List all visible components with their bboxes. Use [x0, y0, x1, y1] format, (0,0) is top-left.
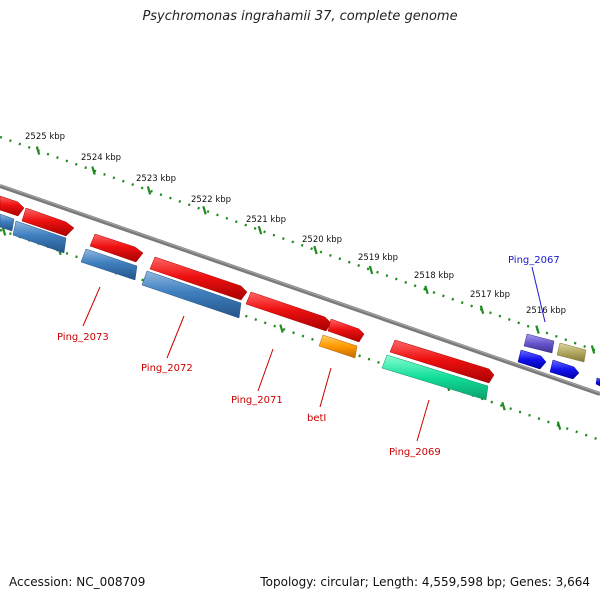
genome-backbone — [0, 184, 600, 396]
cds-feature[interactable] — [327, 318, 365, 343]
tick-label: 2523 kbp — [136, 174, 176, 184]
outer-tick-ring — [0, 135, 600, 354]
tick-label: 2524 kbp — [81, 153, 121, 163]
cds-feature[interactable] — [245, 291, 332, 332]
genome-summary-text: Topology: circular; Length: 4,559,598 bp… — [260, 575, 590, 589]
tick-label: 2518 kbp — [414, 271, 454, 281]
gene-label[interactable]: Ping_2072 — [141, 363, 193, 374]
major-tick — [535, 325, 540, 334]
cds-feature[interactable] — [389, 339, 495, 384]
major-tick — [1, 227, 7, 236]
tick-label: 2519 kbp — [358, 253, 398, 263]
cds-feature[interactable] — [318, 334, 358, 359]
cds-feature[interactable] — [595, 377, 600, 387]
major-tick — [146, 186, 152, 195]
forward-strand-genes — [0, 195, 495, 384]
tick-label: 2521 kbp — [246, 215, 286, 225]
major-tick — [313, 245, 318, 255]
major-tick — [590, 345, 596, 354]
major-tick — [501, 401, 506, 411]
cds-feature[interactable] — [80, 248, 138, 281]
cds-feature[interactable] — [0, 213, 15, 232]
gene-label[interactable]: Ping_2069 — [389, 447, 441, 458]
cds-feature[interactable] — [21, 207, 75, 237]
major-tick — [91, 166, 96, 175]
major-tick — [368, 265, 374, 275]
major-tick — [479, 305, 485, 315]
cds-feature[interactable] — [549, 359, 580, 380]
cds-feature[interactable] — [141, 270, 242, 319]
major-tick — [257, 225, 263, 235]
cds-feature[interactable] — [0, 195, 25, 217]
cds-feature[interactable] — [381, 354, 489, 401]
outer-major-ticks — [35, 146, 596, 354]
tick-label: 2525 kbp — [25, 132, 65, 142]
tick-label: 2520 kbp — [302, 235, 342, 245]
cds-feature[interactable] — [89, 233, 144, 263]
gene-label[interactable]: betI — [307, 413, 326, 424]
cds-feature[interactable] — [517, 349, 547, 370]
label-leaders — [82, 266, 546, 442]
major-tick — [424, 285, 429, 295]
major-tick — [35, 146, 41, 155]
cds-feature[interactable] — [12, 220, 67, 254]
major-tick — [279, 324, 284, 333]
tick-labels: 2525 kbp 2524 kbp 2523 kbp 2522 kbp 2521… — [25, 132, 566, 316]
tick-label: 2516 kbp — [526, 306, 566, 316]
map-title: Psychromonas ingrahamii 37, complete gen… — [142, 9, 458, 24]
tick-label: 2522 kbp — [191, 195, 231, 205]
gene-label[interactable]: Ping_2073 — [57, 332, 109, 343]
cds-feature[interactable] — [556, 342, 587, 363]
gene-label[interactable]: Ping_2067 — [508, 255, 560, 266]
cds-feature[interactable] — [523, 333, 555, 354]
major-tick — [556, 421, 562, 430]
tick-label: 2517 kbp — [470, 290, 510, 300]
gene-label[interactable]: Ping_2071 — [231, 395, 283, 406]
cds-feature[interactable] — [149, 256, 248, 301]
reverse-strand-genes — [0, 213, 600, 401]
gene-labels: Ping_2073 Ping_2072 Ping_2071 betI Ping_… — [57, 255, 560, 458]
accession-text: Accession: NC_008709 — [9, 575, 146, 589]
major-tick — [202, 205, 207, 215]
